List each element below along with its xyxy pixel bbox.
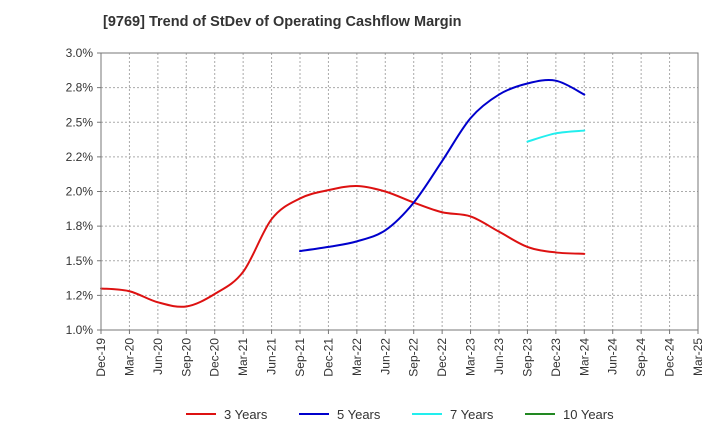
x-tick-label: Jun-21 xyxy=(265,338,279,375)
x-tick-label: Jun-20 xyxy=(151,338,165,375)
series-line-5-years xyxy=(299,79,586,253)
y-tick-label: 1.8% xyxy=(66,219,94,233)
legend-label-5-years: 5 Years xyxy=(337,407,381,422)
y-tick-label: 1.2% xyxy=(66,288,94,302)
y-tick-label: 3.0% xyxy=(66,46,94,60)
x-tick-label: Mar-23 xyxy=(464,338,478,376)
x-tick-label: Sep-24 xyxy=(634,338,648,377)
x-tick-label: Sep-20 xyxy=(179,338,193,377)
y-tick-label: 2.5% xyxy=(66,115,94,129)
legend-label-7-years: 7 Years xyxy=(450,407,494,422)
legend-label-3-years: 3 Years xyxy=(224,407,268,422)
y-tick-label: 2.2% xyxy=(66,150,94,164)
x-tick-label: Mar-20 xyxy=(122,338,136,376)
series-layer xyxy=(100,79,586,308)
y-tick-label: 2.8% xyxy=(66,81,94,95)
series-line-3-years xyxy=(100,184,586,308)
x-tick-label: Dec-24 xyxy=(663,338,677,377)
y-tick-label: 1.5% xyxy=(66,254,94,268)
x-tick-label: Dec-22 xyxy=(435,338,449,377)
x-tick-label: Jun-24 xyxy=(606,338,620,375)
x-tick-label: Sep-21 xyxy=(293,338,307,377)
legend: 3 Years 5 Years 7 Years 10 Years xyxy=(186,407,614,422)
axis-layer: Dec-19 Mar-20 Jun-20 Sep-20 Dec-20 Mar-21 Jun-… xyxy=(66,46,705,377)
series-line-7-years xyxy=(526,129,586,143)
x-tick-label: Mar-22 xyxy=(350,338,364,376)
x-tick-label: Dec-19 xyxy=(94,338,108,377)
x-tick-label: Mar-24 xyxy=(577,338,591,376)
x-tick-label: Mar-25 xyxy=(691,338,705,376)
x-tick-label: Jun-23 xyxy=(492,338,506,375)
grid-layer xyxy=(101,53,698,330)
x-tick-label: Dec-21 xyxy=(321,338,335,377)
y-tick-label: 1.0% xyxy=(66,323,94,337)
y-tick-label: 2.0% xyxy=(66,185,94,199)
x-tick-label: Sep-22 xyxy=(407,338,421,377)
x-tick-label: Jun-22 xyxy=(378,338,392,375)
x-tick-label: Sep-23 xyxy=(520,338,534,377)
legend-label-10-years: 10 Years xyxy=(563,407,614,422)
chart-title: [9769] Trend of StDev of Operating Cashf… xyxy=(103,14,462,30)
x-tick-label: Dec-20 xyxy=(208,338,222,377)
x-tick-label: Dec-23 xyxy=(549,338,563,377)
x-tick-label: Mar-21 xyxy=(236,338,250,376)
